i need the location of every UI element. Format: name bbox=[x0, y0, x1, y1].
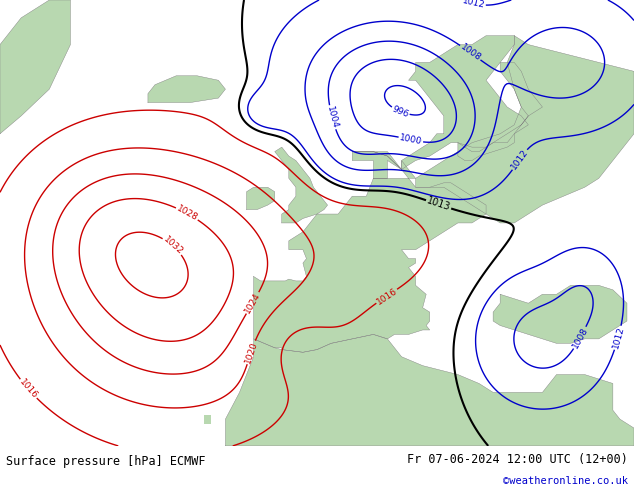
Text: 1020: 1020 bbox=[243, 340, 259, 365]
Text: 1012: 1012 bbox=[462, 0, 486, 10]
Polygon shape bbox=[148, 76, 226, 102]
Text: 1013: 1013 bbox=[425, 196, 452, 213]
Polygon shape bbox=[204, 415, 211, 423]
Text: 1024: 1024 bbox=[243, 291, 262, 315]
Polygon shape bbox=[254, 151, 486, 352]
Text: 1028: 1028 bbox=[175, 204, 199, 223]
Polygon shape bbox=[493, 285, 627, 343]
Polygon shape bbox=[458, 62, 543, 161]
Polygon shape bbox=[353, 36, 528, 170]
Text: Fr 07-06-2024 12:00 UTC (12+00): Fr 07-06-2024 12:00 UTC (12+00) bbox=[407, 453, 628, 466]
Text: Surface pressure [hPa] ECMWF: Surface pressure [hPa] ECMWF bbox=[6, 455, 206, 468]
Text: 1032: 1032 bbox=[161, 235, 184, 257]
Text: 1016: 1016 bbox=[17, 377, 39, 400]
Text: 1004: 1004 bbox=[325, 105, 339, 129]
Text: 1012: 1012 bbox=[509, 147, 530, 172]
Polygon shape bbox=[275, 147, 328, 223]
Text: 1016: 1016 bbox=[375, 286, 399, 306]
Text: 1012: 1012 bbox=[611, 325, 626, 350]
Text: 1000: 1000 bbox=[399, 133, 423, 147]
Text: 1008: 1008 bbox=[458, 42, 482, 63]
Polygon shape bbox=[247, 187, 275, 210]
Text: 1008: 1008 bbox=[571, 325, 590, 350]
Polygon shape bbox=[226, 335, 634, 446]
Polygon shape bbox=[0, 0, 70, 134]
Text: ©weatheronline.co.uk: ©weatheronline.co.uk bbox=[503, 476, 628, 486]
Polygon shape bbox=[416, 36, 634, 223]
Text: 996: 996 bbox=[391, 104, 410, 119]
